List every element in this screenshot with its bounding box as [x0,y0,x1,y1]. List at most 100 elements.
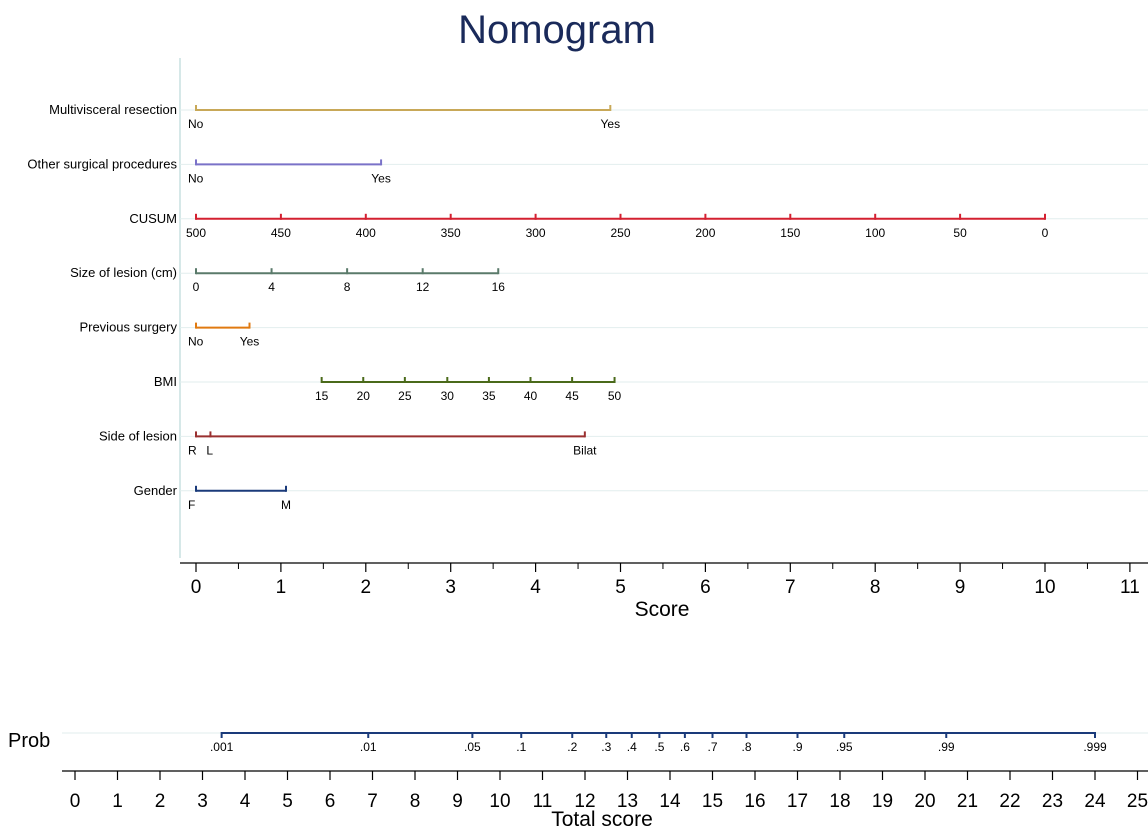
total-tick-label: 3 [197,791,208,812]
prob-tick-label: .3 [601,740,611,754]
scale-tick-label: 40 [524,389,538,403]
variable-row: Gender F M [134,483,291,512]
total-tick-label: 14 [659,791,681,812]
variable-label: Other surgical procedures [27,156,177,171]
total-tick-label: 4 [240,791,251,812]
prob-tick-label: .8 [741,740,751,754]
score-tick-label: 2 [361,577,372,598]
scale-tick-label: 0 [1042,226,1049,240]
total-tick-label: 2 [155,791,166,812]
total-tick-label: 9 [452,791,463,812]
prob-tick-label: .7 [707,740,717,754]
prob-tick-label: .001 [210,740,234,754]
scale-tick-label: 250 [610,226,630,240]
score-tick-label: 1 [276,577,287,598]
total-tick-label: 1 [112,791,123,812]
scale-tick-label: M [281,498,291,512]
prob-tick-label: .6 [680,740,690,754]
variable-row: Other surgical procedures No Yes [27,156,390,185]
scale-tick-label: 35 [482,389,496,403]
total-tick-label: 7 [367,791,378,812]
score-tick-label: 6 [700,577,711,598]
total-tick-label: 11 [533,791,553,812]
scale-tick-label: 30 [441,389,455,403]
total-tick-label: 24 [1084,791,1106,812]
variable-label: Side of lesion [99,428,177,443]
total-score-axis-label: Total score [551,808,653,829]
prob-tick-label: .95 [836,740,853,754]
score-tick-label: 10 [1034,577,1055,598]
total-tick-label: 8 [410,791,421,812]
scale-tick-label: 20 [357,389,371,403]
scale-tick-label: 50 [608,389,622,403]
scale-tick-label: No [188,171,204,185]
prob-tick-label: .05 [464,740,481,754]
score-tick-label: 0 [191,577,202,598]
total-tick-label: 12 [574,791,595,812]
scale-tick-label: 16 [492,280,506,294]
total-tick-label: 23 [1042,791,1063,812]
prob-tick-label: .999 [1083,740,1107,754]
chart-title: Nomogram [458,8,656,52]
scale-tick-label: 0 [193,280,200,294]
total-tick-label: 17 [787,791,808,812]
score-tick-label: 8 [870,577,881,598]
total-tick-label: 22 [999,791,1020,812]
total-tick-label: 5 [282,791,293,812]
scale-tick-label: 500 [186,226,206,240]
variable-label: Previous surgery [79,320,177,335]
scale-tick-label: Yes [371,171,391,185]
total-tick-label: 25 [1127,791,1148,812]
prob-tick-label: .01 [360,740,377,754]
scale-tick-label: Yes [601,117,621,131]
scale-tick-label: F [188,498,195,512]
score-tick-label: 4 [530,577,541,598]
scale-tick-label: 12 [416,280,430,294]
score-tick-label: 7 [785,577,796,598]
scale-tick-label: 100 [865,226,885,240]
score-tick-label: 9 [955,577,966,598]
total-tick-label: 21 [957,791,978,812]
prob-tick-label: .1 [516,740,526,754]
scale-tick-label: Yes [240,335,260,349]
prob-tick-label: .2 [567,740,577,754]
variable-row: Multivisceral resection No Yes [49,102,620,131]
gridlines [179,58,1148,558]
scale-tick-label: 300 [526,226,546,240]
total-tick-label: 20 [914,791,935,812]
prob-label: Prob [8,730,50,752]
scale-tick-label: 8 [344,280,351,294]
total-tick-label: 16 [744,791,765,812]
score-tick-label: 5 [615,577,626,598]
total-tick-label: 6 [325,791,336,812]
variable-label: BMI [154,374,177,389]
total-tick-label: 18 [829,791,850,812]
total-tick-label: 13 [617,791,638,812]
scale-tick-label: 50 [953,226,967,240]
prob-scale: Prob .001 .01 .05 .1 .2 .3 .4 .5 .6 .7 .8 .9 .95 .99 .9… [8,730,1148,754]
scale-tick-label: R [188,443,197,457]
prob-tick-label: .4 [627,740,637,754]
total-tick-label: 0 [70,791,81,812]
scale-tick-label: No [188,335,204,349]
variable-row: Size of lesion (cm) 0 4 8 12 16 [70,265,505,294]
variable-label: Size of lesion (cm) [70,265,177,280]
score-axis: 0 1 2 3 4 5 6 7 8 9 10 11 [180,562,1148,598]
scale-tick-label: 150 [780,226,800,240]
scale-tick-label: 25 [398,389,412,403]
scale-tick-label: 200 [695,226,715,240]
scale-tick-label: No [188,117,204,131]
scale-tick-label: 350 [441,226,461,240]
total-tick-label: 10 [489,791,510,812]
scale-tick-label: 4 [268,280,275,294]
variable-row: BMI 15 20 25 30 35 40 45 50 [154,374,622,403]
prob-tick-label: .5 [654,740,664,754]
prob-tick-label: .99 [938,740,955,754]
scale-tick-label: 450 [271,226,291,240]
total-tick-label: 19 [872,791,893,812]
prob-tick-label: .9 [792,740,802,754]
scale-tick-label: L [206,443,213,457]
score-tick-label: 3 [445,577,456,598]
